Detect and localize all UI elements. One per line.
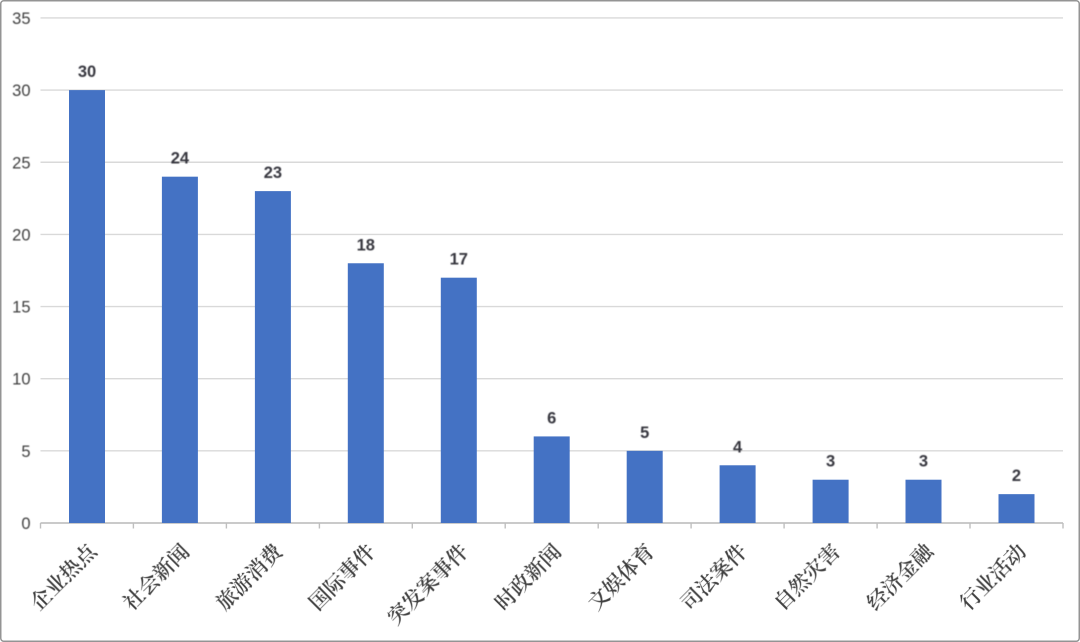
svg-text:4: 4: [733, 438, 743, 456]
svg-text:6: 6: [547, 409, 556, 427]
svg-text:30: 30: [12, 82, 30, 100]
svg-text:20: 20: [12, 226, 30, 244]
svg-text:2: 2: [1012, 467, 1021, 485]
svg-text:18: 18: [357, 236, 375, 254]
svg-text:5: 5: [640, 424, 649, 442]
svg-text:25: 25: [12, 154, 30, 172]
svg-text:24: 24: [171, 150, 190, 168]
svg-text:0: 0: [21, 515, 30, 533]
svg-text:35: 35: [12, 10, 30, 28]
svg-text:3: 3: [826, 453, 835, 471]
svg-text:17: 17: [450, 251, 468, 269]
svg-text:10: 10: [12, 371, 30, 389]
svg-text:3: 3: [919, 453, 928, 471]
svg-text:23: 23: [264, 164, 282, 182]
svg-text:30: 30: [78, 63, 96, 81]
svg-text:15: 15: [12, 299, 30, 317]
svg-text:5: 5: [21, 443, 30, 461]
